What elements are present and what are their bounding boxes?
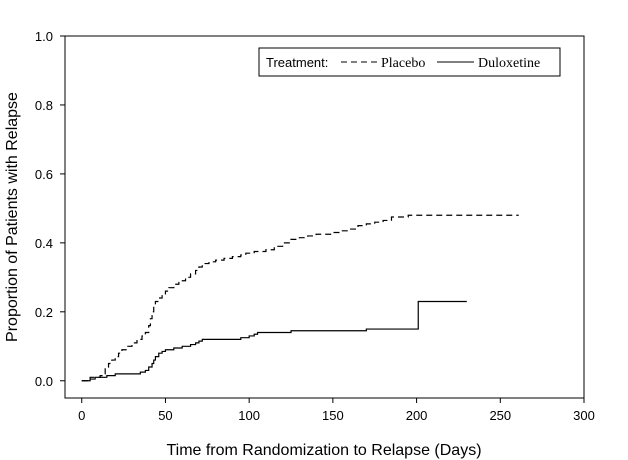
y-tick-label: 0.8 [35,98,53,113]
x-tick-label: 300 [573,408,595,423]
y-tick-label: 0.2 [35,305,53,320]
x-axis-title: Time from Randomization to Relapse (Days… [166,442,481,459]
y-axis-title: Proportion of Patients with Relapse [4,92,21,342]
y-tick-label: 0.6 [35,167,53,182]
y-tick-label: 1.0 [35,29,53,44]
y-tick-label: 0.0 [35,374,53,389]
x-axis-ticks: 0 50 100 150 200 250 300 [78,398,595,423]
series-layer [81,214,519,382]
series-line-placebo [81,214,519,382]
x-tick-label: 200 [406,408,428,423]
x-tick-label: 100 [238,408,260,423]
legend-entry-placebo: Placebo [381,56,425,71]
plot-frame [64,35,585,399]
y-tick-label: 0.4 [35,236,53,251]
series-line-duloxetine [81,300,467,382]
legend-box [258,47,561,77]
x-tick-label: 150 [322,408,344,423]
x-tick-label: 0 [78,408,85,423]
x-tick-label: 50 [158,408,172,423]
legend-title: Treatment: [266,55,328,70]
legend-entry-duloxetine: Duloxetine [478,56,540,71]
y-axis-ticks: 0.0 0.2 0.4 0.6 0.8 1.0 [35,29,65,389]
legend: Treatment: Placebo Duloxetine [258,47,561,77]
x-tick-label: 250 [489,408,511,423]
